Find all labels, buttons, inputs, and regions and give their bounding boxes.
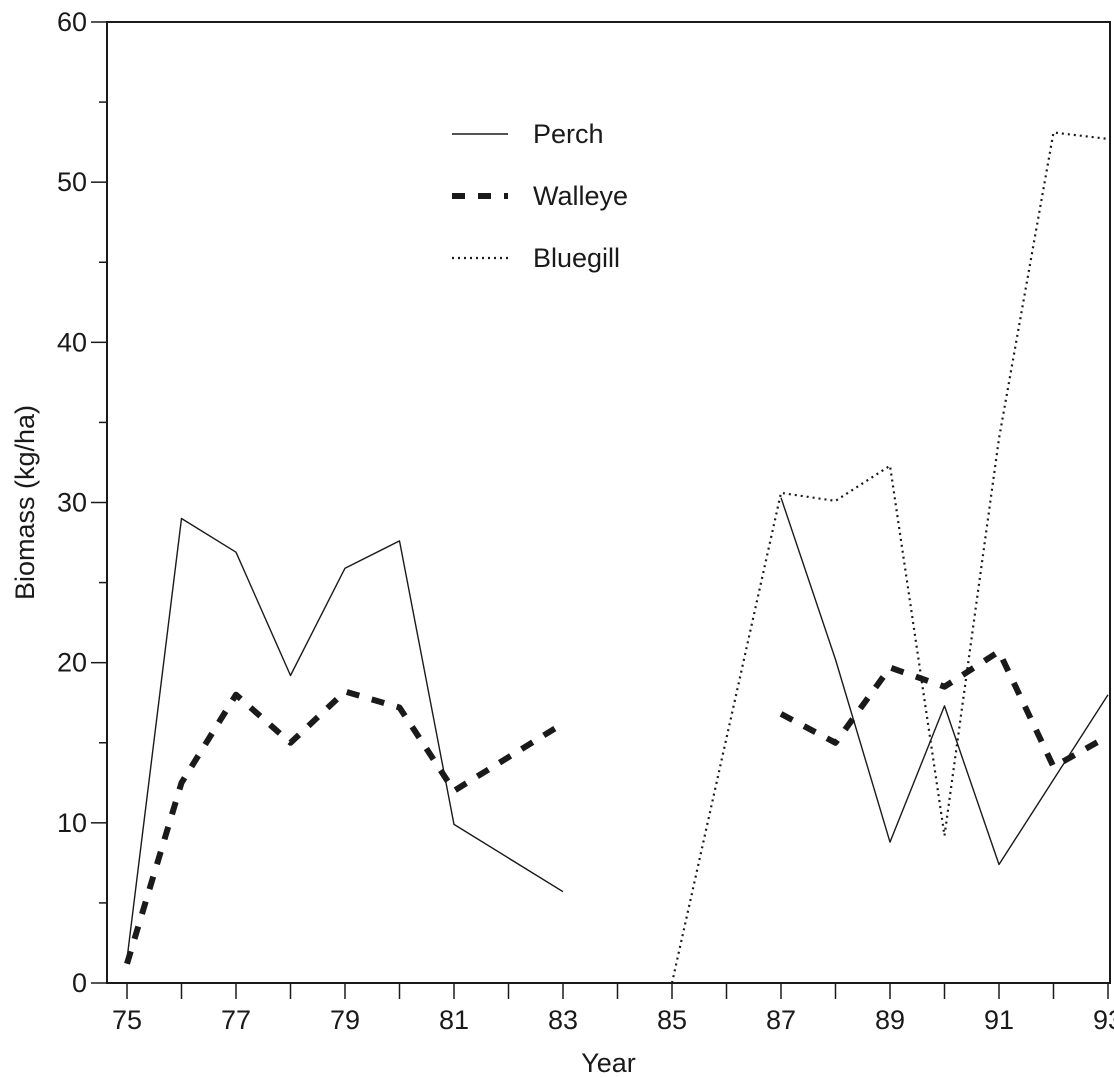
y-tick-label: 50	[57, 167, 87, 197]
y-tick-label: 20	[57, 648, 87, 678]
legend-label: Walleye	[533, 181, 628, 211]
x-tick-label: 83	[548, 1005, 578, 1035]
x-tick-label: 93	[1093, 1005, 1114, 1035]
series-line-perch	[780, 497, 1109, 866]
y-tick-label: 0	[72, 968, 87, 998]
y-tick-label: 40	[57, 327, 87, 357]
x-tick-label: 87	[766, 1005, 796, 1035]
series-bluegill	[670, 131, 1109, 984]
series-line-walleye	[124, 688, 565, 965]
y-tick-label: 30	[57, 488, 87, 518]
series-line-perch	[126, 517, 564, 960]
y-axis: 0 10 20 30 40 50 60	[57, 7, 107, 998]
legend: Perch Walleye Bluegill	[452, 119, 628, 273]
x-tick-label: 89	[875, 1005, 905, 1035]
x-tick-label: 85	[657, 1005, 687, 1035]
y-tick-label: 60	[57, 7, 87, 37]
legend-item-perch: Perch	[452, 119, 604, 149]
plot-border	[106, 21, 1111, 984]
plot-frame	[106, 21, 1111, 984]
x-tick-label: 91	[984, 1005, 1014, 1035]
x-tick-label: 79	[330, 1005, 360, 1035]
x-tick-label: 81	[439, 1005, 469, 1035]
y-axis-title: Biomass (kg/ha)	[10, 405, 40, 600]
legend-label: Perch	[533, 119, 604, 149]
y-tick-label: 10	[57, 808, 87, 838]
legend-item-walleye: Walleye	[452, 181, 628, 211]
series-layer	[124, 131, 1110, 984]
x-axis-title: Year	[581, 1048, 636, 1078]
series-walleye	[124, 648, 1110, 965]
x-axis: 75 77 79 81 83 85 87 89 91 93	[112, 983, 1114, 1035]
legend-item-bluegill: Bluegill	[452, 243, 620, 273]
x-tick-label: 77	[221, 1005, 251, 1035]
series-line-bluegill	[670, 131, 1109, 984]
x-tick-label: 75	[112, 1005, 142, 1035]
series-line-walleye	[779, 648, 1110, 770]
legend-label: Bluegill	[533, 243, 620, 273]
